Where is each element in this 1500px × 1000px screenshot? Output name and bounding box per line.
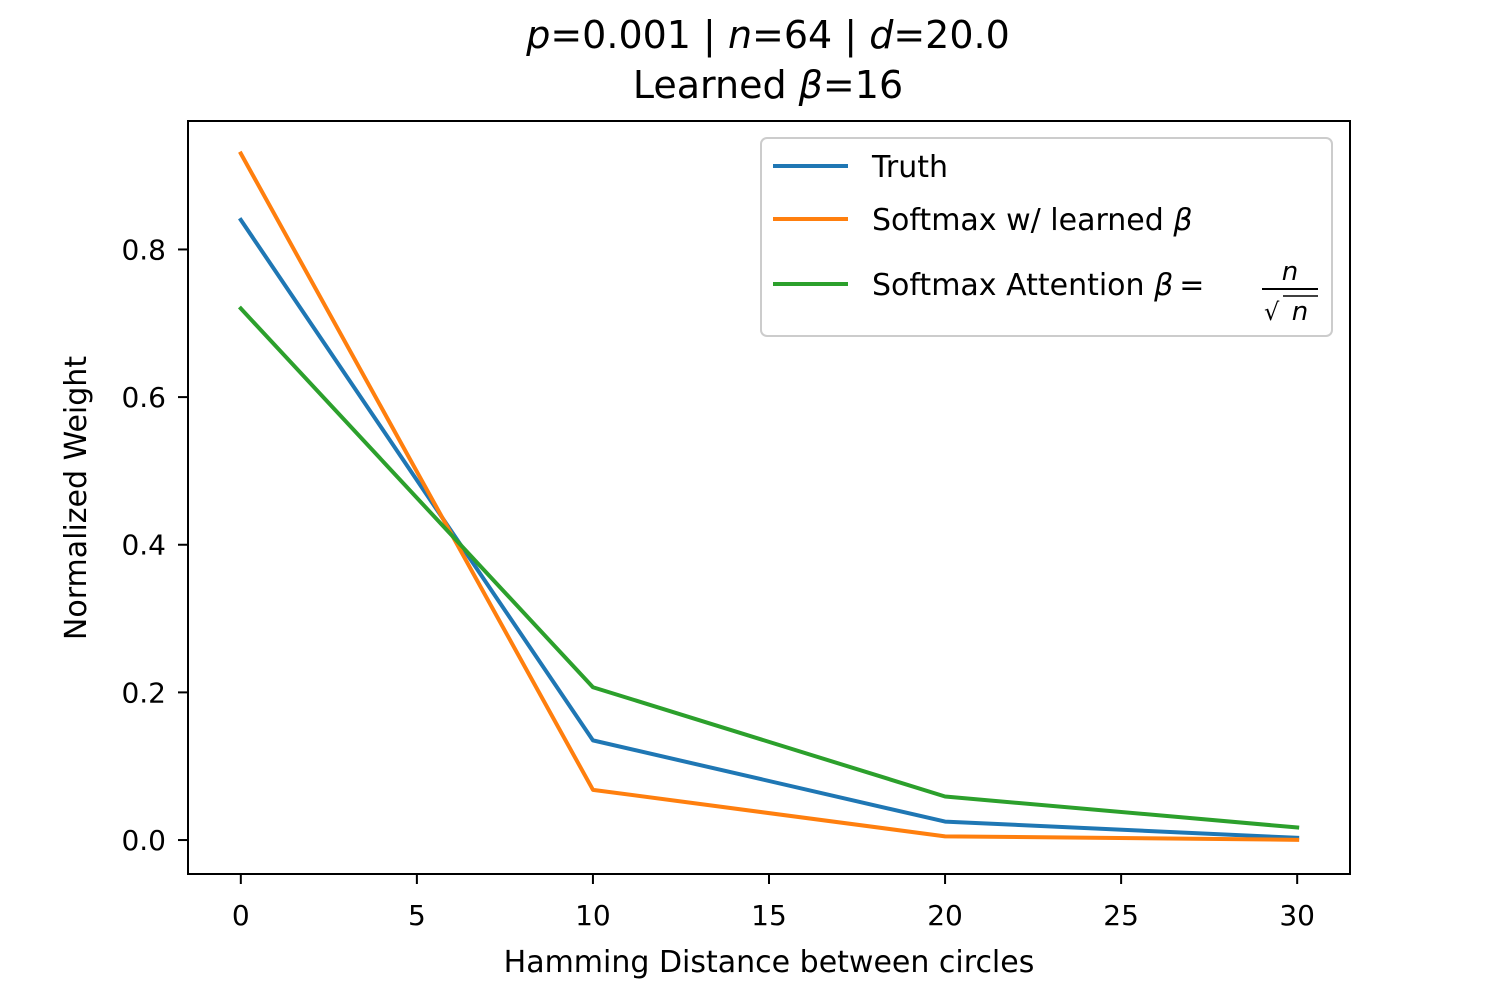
x-axis-ticks: 0 5 10 15 20 25 30 (232, 874, 1315, 932)
legend-fraction-numerator: n (1282, 257, 1298, 287)
x-tick-label: 5 (408, 899, 426, 932)
y-tick-label: 0.4 (121, 529, 166, 562)
legend-equals-sign: = (1179, 268, 1204, 303)
x-tick-label: 15 (751, 899, 787, 932)
legend-label-softmax-attention-text: Softmax Attention (872, 268, 1154, 303)
legend-sqrt-symbol: √ (1264, 298, 1280, 326)
x-axis-label: Hamming Distance between circles (504, 945, 1035, 980)
x-tick-label: 30 (1279, 899, 1315, 932)
legend-label-softmax-attention: Softmax Attention β = (872, 268, 1204, 303)
x-tick-label: 10 (575, 899, 611, 932)
title-n-symbol: n (728, 13, 752, 57)
title-beta-value: =16 (823, 63, 903, 107)
legend-fraction-denominator: n (1292, 297, 1308, 327)
title-d-value: =20.0 (893, 13, 1009, 57)
y-tick-label: 0.8 (121, 233, 166, 266)
x-tick-label: 20 (927, 899, 963, 932)
x-tick-label: 0 (232, 899, 250, 932)
legend-box (760, 137, 1333, 337)
series-lines (237, 150, 1300, 842)
series-line-softmax-w-learned (238, 150, 1300, 842)
x-tick-label: 25 (1103, 899, 1139, 932)
y-tick-label: 0.0 (121, 824, 166, 857)
title-d-symbol: d (869, 13, 894, 57)
title-beta-symbol: β (798, 63, 823, 107)
legend-label-truth: Truth (871, 150, 948, 185)
legend: Truth Softmax w/ learned β Softmax Atten… (760, 137, 1333, 337)
chart-title-line2: Learned β=16 (633, 63, 903, 107)
title-p-symbol: p (525, 13, 550, 57)
legend-beta-symbol-2: β (1153, 268, 1173, 303)
legend-label-softmax-learned-text: Softmax w/ learned (872, 203, 1173, 238)
legend-beta-symbol-1: β (1172, 203, 1192, 238)
series-line-softmax-attention-n-n (237, 305, 1300, 830)
legend-label-softmax-learned: Softmax w/ learned β (872, 203, 1192, 238)
y-tick-label: 0.6 (121, 381, 166, 414)
series-line-truth (238, 217, 1300, 840)
y-axis-label: Normalized Weight (59, 356, 94, 640)
title-p-value: =0.001 | (550, 13, 728, 58)
y-tick-label: 0.2 (121, 676, 166, 709)
title-n-value: =64 | (752, 13, 869, 58)
title-learned-prefix: Learned (633, 63, 799, 107)
chart-title-line1: p=0.001 | n=64 | d=20.0 (525, 13, 1010, 58)
y-axis-ticks: 0.0 0.2 0.4 0.6 0.8 (121, 233, 188, 857)
